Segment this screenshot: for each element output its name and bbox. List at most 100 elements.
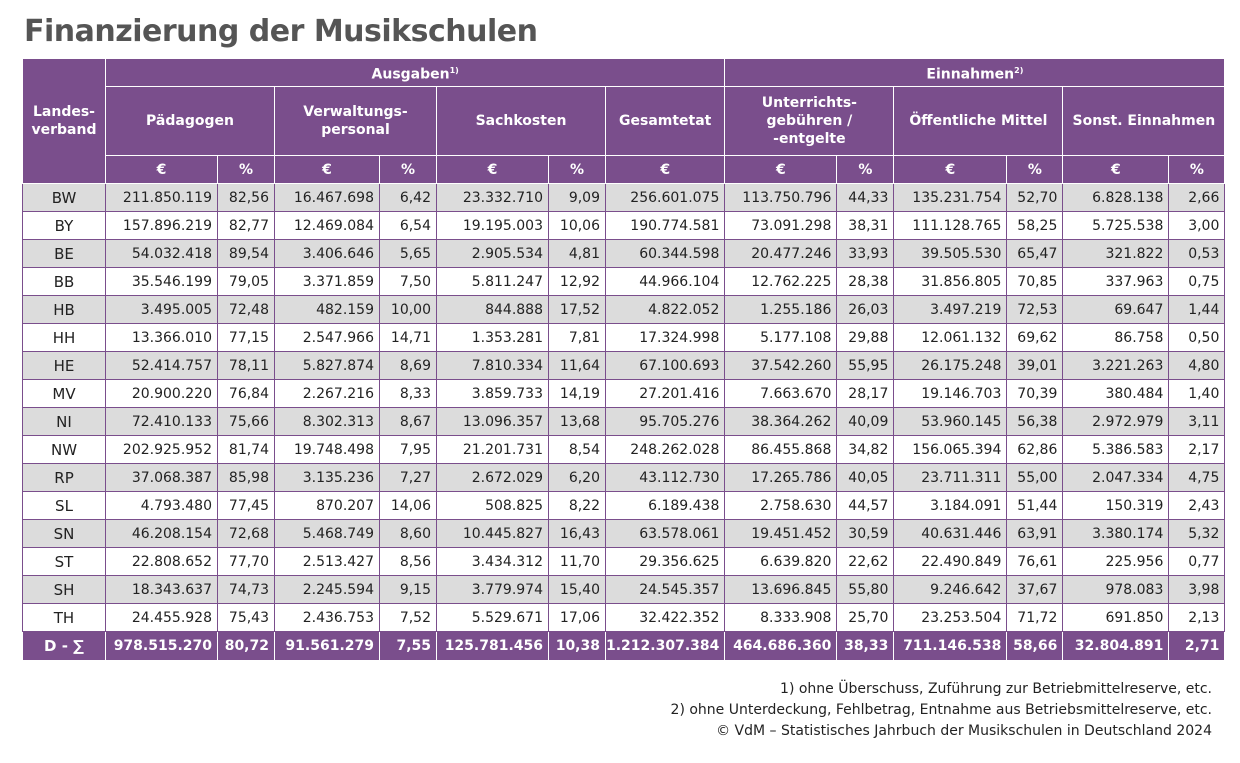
table-cell: 19.146.703 — [893, 379, 1008, 408]
table-row: HE 52.414.757 78,11 5.827.874 8,69 7.810.334 1… — [22, 351, 1226, 380]
table-cell: 69.647 — [1062, 295, 1170, 324]
table-cell: 14,19 — [548, 379, 606, 408]
table-cell: 56,38 — [1006, 407, 1064, 436]
table-cell: 40.631.446 — [893, 519, 1008, 548]
table-cell: 19.195.003 — [436, 211, 549, 240]
table-row: NW 202.925.952 81,74 19.748.498 7,95 21.201.7… — [22, 435, 1226, 464]
table-cell: 58,66 — [1006, 631, 1064, 661]
table-cell: 5.529.671 — [436, 603, 549, 632]
table-cell: 32.804.891 — [1062, 631, 1170, 661]
table-cell: 15,40 — [548, 575, 606, 604]
table-cell: 5.386.583 — [1062, 435, 1170, 464]
table-cell: 3.135.236 — [274, 463, 380, 492]
table-cell: 63.578.061 — [604, 519, 726, 548]
table-cell: 844.888 — [436, 295, 549, 324]
table-cell: 38.364.262 — [724, 407, 838, 436]
col-oeffentlich: Öffentliche Mittel — [893, 86, 1064, 156]
table-cell: 16.467.698 — [274, 183, 380, 212]
cell-landesverband: BY — [22, 211, 106, 240]
table-cell: 72,53 — [1006, 295, 1064, 324]
table-cell: 75,66 — [217, 407, 275, 436]
table-cell: 5.827.874 — [274, 351, 380, 380]
table-cell: 10.445.827 — [436, 519, 549, 548]
table-cell: 19.748.498 — [274, 435, 380, 464]
cell-landesverband: SL — [22, 491, 106, 520]
unit-row: € % € % € % € € % € % € % — [23, 155, 1226, 184]
cell-landesverband: SN — [22, 519, 106, 548]
copyright-note: © VdM – Statistisches Jahrbuch der Musik… — [716, 723, 1212, 739]
table-cell: 81,74 — [217, 435, 275, 464]
table-cell: 1.353.281 — [436, 323, 549, 352]
table-cell: 39.505.530 — [893, 239, 1008, 268]
table-cell: 72,68 — [217, 519, 275, 548]
table-cell: 28,38 — [836, 267, 895, 296]
table-cell: 2.972.979 — [1062, 407, 1170, 436]
table-cell: 17,06 — [548, 603, 606, 632]
table-cell: 4.822.052 — [604, 295, 726, 324]
table-cell: 7,55 — [379, 631, 437, 661]
unit-euro: € — [436, 155, 549, 184]
table-cell: 12.469.084 — [274, 211, 380, 240]
table-cell: 22.490.849 — [893, 547, 1008, 576]
table-cell: 8,69 — [379, 351, 437, 380]
table-cell: 21.201.731 — [436, 435, 549, 464]
table-cell: 89,54 — [217, 239, 275, 268]
table-cell: 77,70 — [217, 547, 275, 576]
unit-euro: € — [604, 155, 726, 184]
table-cell: 7,52 — [379, 603, 437, 632]
table-cell: 95.705.276 — [604, 407, 726, 436]
table-cell: 86.455.868 — [724, 435, 838, 464]
table-cell: 3,98 — [1168, 575, 1226, 604]
table-cell: 65,47 — [1006, 239, 1064, 268]
table-cell: 157.896.219 — [105, 211, 218, 240]
cell-landesverband: NI — [22, 407, 106, 436]
table-cell: 3.497.219 — [893, 295, 1008, 324]
unit-euro: € — [274, 155, 380, 184]
table-cell: 38,31 — [836, 211, 895, 240]
table-cell: 40,09 — [836, 407, 895, 436]
table-cell: 978.083 — [1062, 575, 1170, 604]
table-cell: 79,05 — [217, 267, 275, 296]
cell-landesverband: NW — [22, 435, 106, 464]
table-cell: 44,33 — [836, 183, 895, 212]
table-cell: 26.175.248 — [893, 351, 1008, 380]
table-cell: 82,77 — [217, 211, 275, 240]
table-cell: 3.380.174 — [1062, 519, 1170, 548]
table-cell: 24.455.928 — [105, 603, 218, 632]
table-cell: 22.808.652 — [105, 547, 218, 576]
table-cell: 5.811.247 — [436, 267, 549, 296]
table-cell: 39,01 — [1006, 351, 1064, 380]
table-cell: 2.047.334 — [1062, 463, 1170, 492]
table-cell: 7,81 — [548, 323, 606, 352]
table-cell: 380.484 — [1062, 379, 1170, 408]
table-cell: 10,00 — [379, 295, 437, 324]
table-cell: 44.966.104 — [604, 267, 726, 296]
table-cell: 34,82 — [836, 435, 895, 464]
table-cell: 72.410.133 — [105, 407, 218, 436]
footnote-2: 2) ohne Unterdeckung, Fehlbetrag, Entnah… — [670, 702, 1212, 718]
table-cell: 25,70 — [836, 603, 895, 632]
table-cell: 9,09 — [548, 183, 606, 212]
table-cell: 71,72 — [1006, 603, 1064, 632]
table-cell: 8,56 — [379, 547, 437, 576]
table-cell: 18.343.637 — [105, 575, 218, 604]
table-cell: 8,60 — [379, 519, 437, 548]
table-cell: 125.781.456 — [436, 631, 549, 661]
cell-landesverband: TH — [22, 603, 106, 632]
table-cell: 14,06 — [379, 491, 437, 520]
table-cell: 2.905.534 — [436, 239, 549, 268]
table-cell: 1.255.186 — [724, 295, 838, 324]
total-row: D - ∑ 978.515.270 80,72 91.561.279 7,55 125.7… — [22, 631, 1226, 661]
table-cell: 29.356.625 — [604, 547, 726, 576]
table-cell: 113.750.796 — [724, 183, 838, 212]
table-row: SH 18.343.637 74,73 2.245.594 9,15 3.779.974 1… — [22, 575, 1226, 604]
table-cell: 211.850.119 — [105, 183, 218, 212]
table-cell: 46.208.154 — [105, 519, 218, 548]
table-cell: 2,66 — [1168, 183, 1226, 212]
table-cell: 52,70 — [1006, 183, 1064, 212]
table-cell: 7.810.334 — [436, 351, 549, 380]
unit-pct: % — [379, 155, 437, 184]
table-cell: 8,67 — [379, 407, 437, 436]
table-cell: 23.253.504 — [893, 603, 1008, 632]
table-row: HH 13.366.010 77,15 2.547.966 14,71 1.353.281… — [22, 323, 1226, 352]
